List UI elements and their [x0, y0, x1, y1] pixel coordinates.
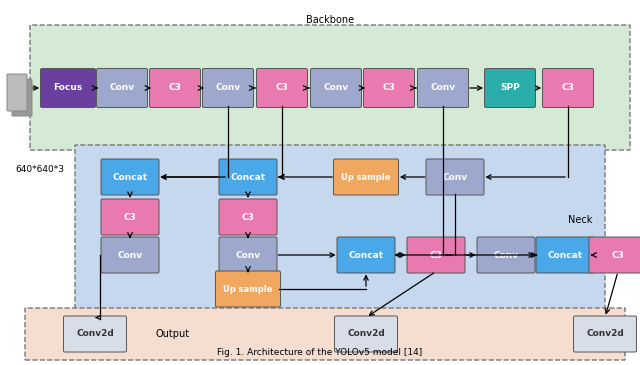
Text: C3: C3 — [429, 250, 442, 260]
FancyBboxPatch shape — [40, 69, 95, 108]
Text: Conv: Conv — [323, 84, 349, 92]
Text: Concat: Concat — [547, 250, 582, 260]
Text: Up sample: Up sample — [341, 173, 391, 181]
Text: Conv2d: Conv2d — [586, 330, 624, 338]
FancyBboxPatch shape — [101, 159, 159, 195]
Text: C3: C3 — [612, 250, 625, 260]
FancyBboxPatch shape — [257, 69, 307, 108]
Text: Conv: Conv — [431, 84, 456, 92]
Text: Conv: Conv — [109, 84, 134, 92]
Text: C3: C3 — [168, 84, 181, 92]
FancyBboxPatch shape — [407, 237, 465, 273]
Text: Conv: Conv — [117, 250, 143, 260]
Text: Neck: Neck — [568, 215, 592, 225]
FancyBboxPatch shape — [63, 316, 127, 352]
FancyBboxPatch shape — [219, 159, 277, 195]
FancyBboxPatch shape — [150, 69, 200, 108]
FancyBboxPatch shape — [573, 316, 637, 352]
Text: Fig. 1. Architecture of the YOLOv5 model [14]: Fig. 1. Architecture of the YOLOv5 model… — [218, 348, 422, 357]
Text: Conv2d: Conv2d — [347, 330, 385, 338]
Text: Concat: Concat — [348, 250, 383, 260]
Text: Conv: Conv — [493, 250, 518, 260]
FancyBboxPatch shape — [364, 69, 415, 108]
Text: Concat: Concat — [230, 173, 266, 181]
Text: Up sample: Up sample — [223, 284, 273, 293]
FancyBboxPatch shape — [219, 237, 277, 273]
Text: C3: C3 — [383, 84, 396, 92]
FancyBboxPatch shape — [101, 199, 159, 235]
Text: Conv2d: Conv2d — [76, 330, 114, 338]
FancyBboxPatch shape — [25, 308, 625, 360]
FancyBboxPatch shape — [101, 237, 159, 273]
Text: Conv: Conv — [442, 173, 468, 181]
Text: C3: C3 — [241, 212, 255, 222]
FancyBboxPatch shape — [310, 69, 362, 108]
FancyBboxPatch shape — [484, 69, 536, 108]
FancyBboxPatch shape — [12, 79, 32, 116]
FancyBboxPatch shape — [426, 159, 484, 195]
Text: SPP: SPP — [500, 84, 520, 92]
FancyBboxPatch shape — [543, 69, 593, 108]
Text: C3: C3 — [124, 212, 136, 222]
Text: Focus: Focus — [53, 84, 83, 92]
FancyBboxPatch shape — [216, 271, 280, 307]
FancyBboxPatch shape — [477, 237, 535, 273]
Text: Conv: Conv — [216, 84, 241, 92]
FancyBboxPatch shape — [7, 74, 27, 111]
FancyBboxPatch shape — [30, 25, 630, 150]
FancyBboxPatch shape — [202, 69, 253, 108]
Text: Concat: Concat — [113, 173, 148, 181]
Text: 640*640*3: 640*640*3 — [15, 165, 64, 174]
Text: C3: C3 — [276, 84, 289, 92]
FancyBboxPatch shape — [536, 237, 594, 273]
Text: Conv: Conv — [236, 250, 260, 260]
FancyBboxPatch shape — [97, 69, 147, 108]
FancyBboxPatch shape — [219, 199, 277, 235]
FancyBboxPatch shape — [75, 145, 605, 310]
FancyBboxPatch shape — [333, 159, 399, 195]
Text: Backbone: Backbone — [306, 15, 354, 25]
Text: C3: C3 — [561, 84, 575, 92]
Text: Output: Output — [155, 329, 189, 339]
FancyBboxPatch shape — [417, 69, 468, 108]
FancyBboxPatch shape — [337, 237, 395, 273]
FancyBboxPatch shape — [335, 316, 397, 352]
FancyBboxPatch shape — [589, 237, 640, 273]
